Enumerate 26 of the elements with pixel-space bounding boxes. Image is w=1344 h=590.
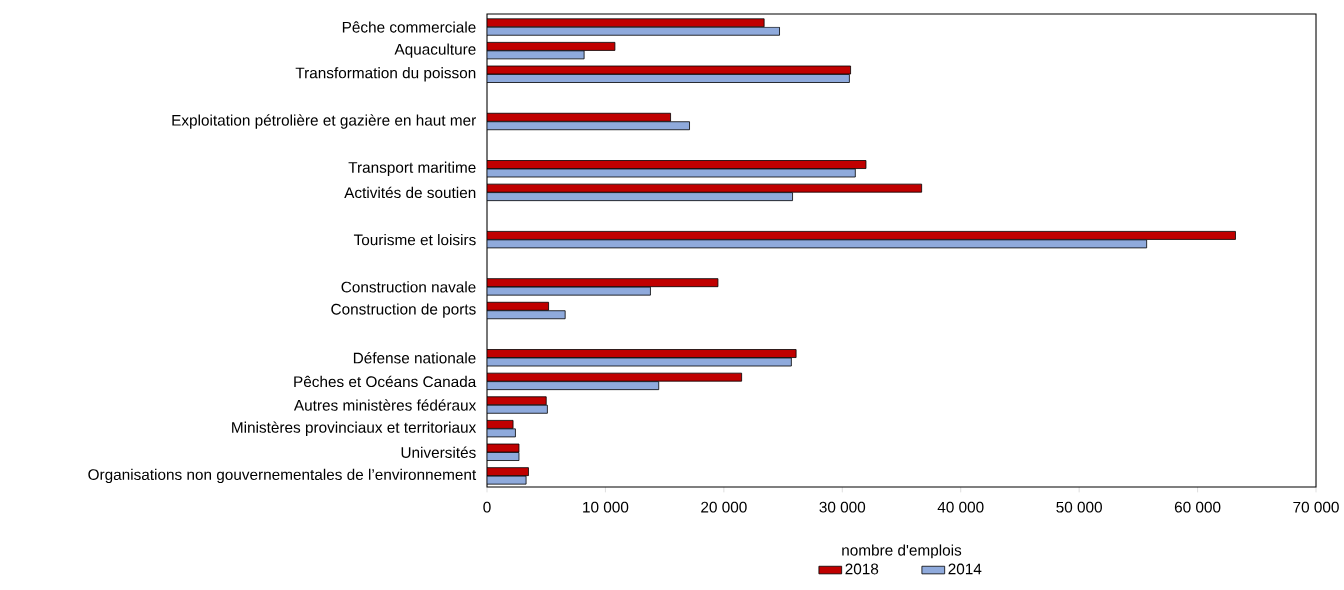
y-tick-label: Activités de soutien [344,186,476,199]
x-tick-label: 10 000 [583,501,629,513]
legend-label: 2018 [845,563,879,575]
y-tick-label: Pêche commerciale [342,21,476,33]
y-tick-label: Exploitation pétrolière et gazière en haut mer [172,114,476,129]
y-tick-label: Transformation du poisson [295,67,476,82]
x-axis-title: nombre d'emplois [842,544,962,559]
x-tick-label: 50 000 [1056,501,1102,513]
x-tick-label: 20 000 [701,501,747,513]
y-tick-label: Ministères provinciaux et territoriaux [232,421,477,436]
x-tick-label: 40 000 [937,501,984,513]
x-tick-label: 60 000 [1174,501,1221,513]
y-tick-label: Défense nationale [353,352,476,364]
x-tick-label: 70 000 [1293,501,1339,513]
y-tick-label: Universités [401,446,476,458]
y-tick-label: Autres ministères fédéraux [293,399,477,411]
legend-label: 2014 [948,563,982,575]
y-tick-label: Transport maritime [348,161,476,176]
y-tick-label: Aquaculture [394,43,476,58]
y-tick-label: Construction de ports [331,303,476,318]
x-tick-label: 30 000 [819,501,866,513]
y-tick-label: Construction navale [341,281,476,293]
y-tick-label: Organisations non gouvernementales de l’environnement [88,468,477,484]
x-tick-label: 0 [483,501,491,513]
y-tick-label: Pêches et Océans Canada [294,375,477,388]
y-tick-label: Tourisme et loisirs [353,234,476,246]
